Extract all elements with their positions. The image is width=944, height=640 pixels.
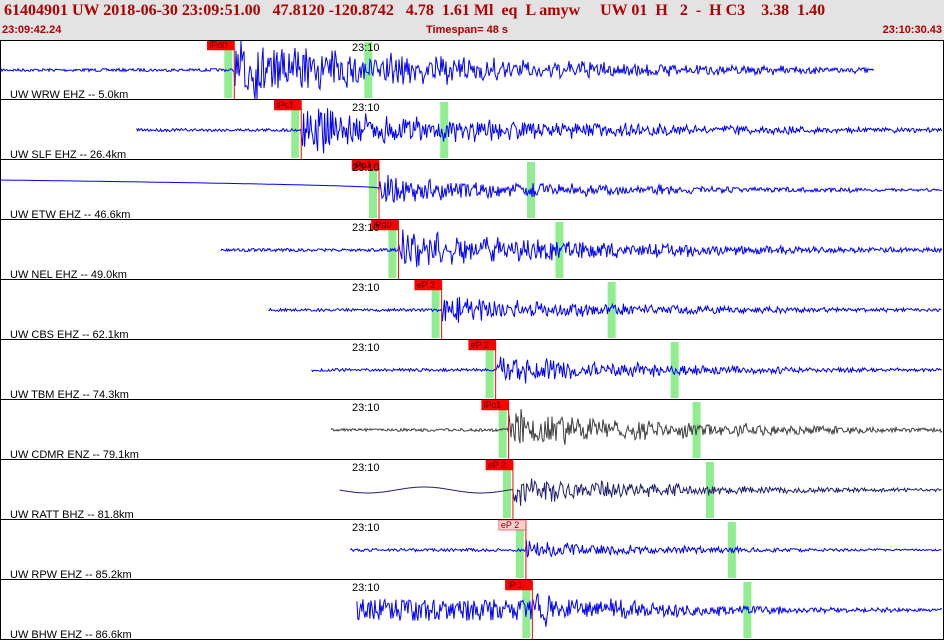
pick-label-box <box>468 339 496 351</box>
minute-label: 23:10 <box>352 42 380 54</box>
pick-window <box>369 162 377 218</box>
minute-label: 23:10 <box>352 582 380 594</box>
trace-3 <box>220 229 943 268</box>
secondary-window <box>364 42 373 98</box>
minute-label: 23:10 <box>352 282 380 294</box>
minute-label: 23:10 <box>352 222 380 234</box>
secondary-window <box>670 342 679 398</box>
secondary-window <box>440 102 449 158</box>
minute-label: 23:10 <box>352 522 380 534</box>
trace-1 <box>136 108 943 154</box>
station-label: UW CBS EHZ -- 62.1km <box>10 329 129 341</box>
trace-0 <box>0 40 875 100</box>
event-summary: 61404901 UW 2018-06-30 23:09:51.00 47.81… <box>4 2 826 19</box>
pick-label-box <box>371 219 399 231</box>
pick-label-box <box>273 99 302 111</box>
pick-label-box <box>207 40 235 51</box>
station-label: UW RATT BHZ -- 81.8km <box>10 509 134 521</box>
end-time: 23:10:30.43 <box>882 24 942 36</box>
minute-label: 23:10 <box>352 162 380 174</box>
pick-label: iPd0 <box>209 40 227 50</box>
trace-9 <box>356 593 943 627</box>
pick-label-box <box>485 459 514 471</box>
minute-label: 23:10 <box>352 402 380 414</box>
station-label: UW BHW EHZ -- 86.6km <box>10 629 132 640</box>
minute-label: 23:10 <box>352 102 380 114</box>
secondary-window <box>743 582 752 638</box>
station-label: UW NEL EHZ -- 49.0km <box>10 269 127 281</box>
minute-label: 23:10 <box>352 462 380 474</box>
timespan: Timespan= 48 s <box>426 24 509 36</box>
station-label: UW SLF EHZ -- 26.4km <box>10 149 126 161</box>
trace-5 <box>311 356 942 384</box>
header-bar: 61404901 UW 2018-06-30 23:09:51.00 47.81… <box>0 0 944 40</box>
pick-label: iPc1 <box>484 400 502 410</box>
start-time: 23:09:42.24 <box>2 24 62 36</box>
pick-label: eP 2 <box>488 460 506 470</box>
station-label: UW ETW EHZ -- 46.6km <box>10 209 130 221</box>
pick-label-box <box>498 519 527 531</box>
trace-2 <box>1 174 942 203</box>
trace-6 <box>330 409 943 445</box>
station-label: UW TBM EHZ -- 74.3km <box>10 389 129 401</box>
pick-label-box <box>414 279 442 291</box>
trace-4 <box>268 296 942 323</box>
pick-label: eP 2 <box>417 280 435 290</box>
pick-label: iPc1 <box>276 100 294 110</box>
pick-label: iPc1 <box>354 160 372 170</box>
trace-7 <box>339 478 942 506</box>
trace-8 <box>350 540 942 558</box>
station-label: UW CDMR ENZ -- 79.1km <box>10 449 139 461</box>
pick-label-box <box>351 159 380 171</box>
pick-label: iP 1 <box>507 580 522 590</box>
pick-window <box>515 522 524 578</box>
pick-label: eP 2 <box>471 340 489 350</box>
minute-label: 23:10 <box>352 342 380 354</box>
station-label: UW WRW EHZ -- 5.0km <box>10 89 128 101</box>
station-label: UW RPW EHZ -- 85.2km <box>10 569 132 581</box>
pick-label: iPd0 <box>373 220 391 230</box>
pick-label-box <box>481 399 509 411</box>
secondary-window <box>607 282 616 338</box>
pick-label: eP 2 <box>501 520 519 530</box>
pick-label-box <box>505 579 533 591</box>
